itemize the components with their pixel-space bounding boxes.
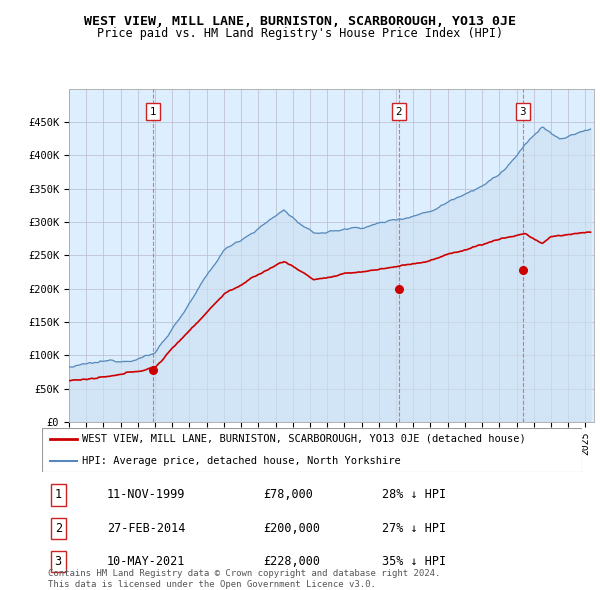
Text: 28% ↓ HPI: 28% ↓ HPI xyxy=(382,489,446,502)
Text: 1: 1 xyxy=(149,107,156,117)
Text: £78,000: £78,000 xyxy=(263,489,313,502)
Text: WEST VIEW, MILL LANE, BURNISTON, SCARBOROUGH, YO13 0JE (detached house): WEST VIEW, MILL LANE, BURNISTON, SCARBOR… xyxy=(83,434,526,444)
Text: 2: 2 xyxy=(55,522,62,535)
Text: 11-NOV-1999: 11-NOV-1999 xyxy=(107,489,185,502)
Text: 3: 3 xyxy=(520,107,526,117)
Text: HPI: Average price, detached house, North Yorkshire: HPI: Average price, detached house, Nort… xyxy=(83,456,401,466)
Text: WEST VIEW, MILL LANE, BURNISTON, SCARBOROUGH, YO13 0JE: WEST VIEW, MILL LANE, BURNISTON, SCARBOR… xyxy=(84,15,516,28)
Text: 27-FEB-2014: 27-FEB-2014 xyxy=(107,522,185,535)
Text: 2: 2 xyxy=(395,107,402,117)
Text: 3: 3 xyxy=(55,555,62,568)
Text: £200,000: £200,000 xyxy=(263,522,320,535)
Text: £228,000: £228,000 xyxy=(263,555,320,568)
Text: 35% ↓ HPI: 35% ↓ HPI xyxy=(382,555,446,568)
Text: 1: 1 xyxy=(55,489,62,502)
Text: 10-MAY-2021: 10-MAY-2021 xyxy=(107,555,185,568)
Text: Price paid vs. HM Land Registry's House Price Index (HPI): Price paid vs. HM Land Registry's House … xyxy=(97,27,503,40)
Text: 27% ↓ HPI: 27% ↓ HPI xyxy=(382,522,446,535)
Text: Contains HM Land Registry data © Crown copyright and database right 2024.
This d: Contains HM Land Registry data © Crown c… xyxy=(48,569,440,589)
